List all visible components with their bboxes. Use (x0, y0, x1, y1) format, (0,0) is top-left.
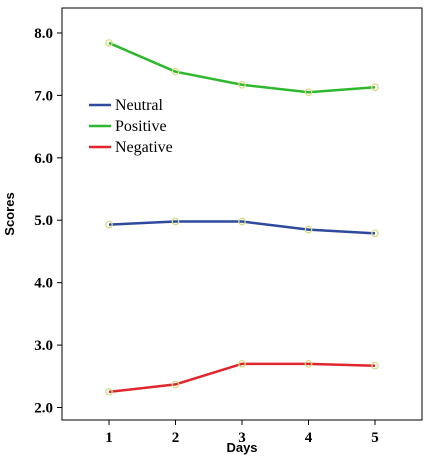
y-tick-label: 6.0 (34, 151, 53, 167)
y-tick-label: 2.0 (34, 401, 53, 417)
series-line-neutral (108, 220, 376, 235)
y-tick-label: 5.0 (34, 213, 53, 229)
data-point-negative (304, 359, 313, 368)
plot-frame (61, 7, 423, 421)
legend-label-neutral: Neutral (115, 97, 164, 114)
legend: Neutral Positive Negative (89, 97, 173, 156)
data-point-negative (171, 380, 180, 389)
x-tick-label: 1 (105, 430, 113, 446)
legend-label-positive: Positive (115, 118, 167, 135)
x-axis-label: Days (226, 440, 257, 455)
data-point-negative (371, 361, 379, 370)
y-tick-label: 4.0 (34, 276, 53, 292)
series-layer (105, 39, 379, 396)
y-tick-label: 8.0 (34, 26, 53, 42)
data-point-negative (238, 359, 246, 368)
data-point-neutral (304, 225, 313, 234)
data-point-negative (105, 388, 113, 396)
data-point-positive (171, 67, 180, 76)
series-line-negative (108, 362, 376, 394)
x-tick-label: 3 (238, 430, 246, 446)
y-axis-label: Scores (2, 192, 17, 235)
series-line-positive (108, 41, 376, 94)
x-tick-label: 5 (371, 430, 379, 446)
data-point-neutral (171, 217, 180, 226)
y-tick-label: 3.0 (34, 338, 53, 354)
x-axis-ticks: 1 2 3 4 5 (105, 420, 379, 446)
data-point-positive (304, 88, 313, 97)
legend-label-negative: Negative (115, 139, 173, 156)
x-tick-label: 4 (305, 430, 313, 446)
x-tick-label: 2 (172, 430, 180, 446)
y-tick-label: 7.0 (34, 88, 53, 104)
y-axis-ticks: 2.0 3.0 4.0 5.0 6.0 7.0 8.0 (34, 26, 62, 417)
data-point-positive (105, 39, 113, 47)
data-point-neutral (105, 220, 113, 229)
data-point-positive (371, 83, 379, 92)
data-point-neutral (371, 229, 379, 238)
data-point-neutral (238, 217, 246, 226)
data-point-positive (238, 80, 246, 89)
